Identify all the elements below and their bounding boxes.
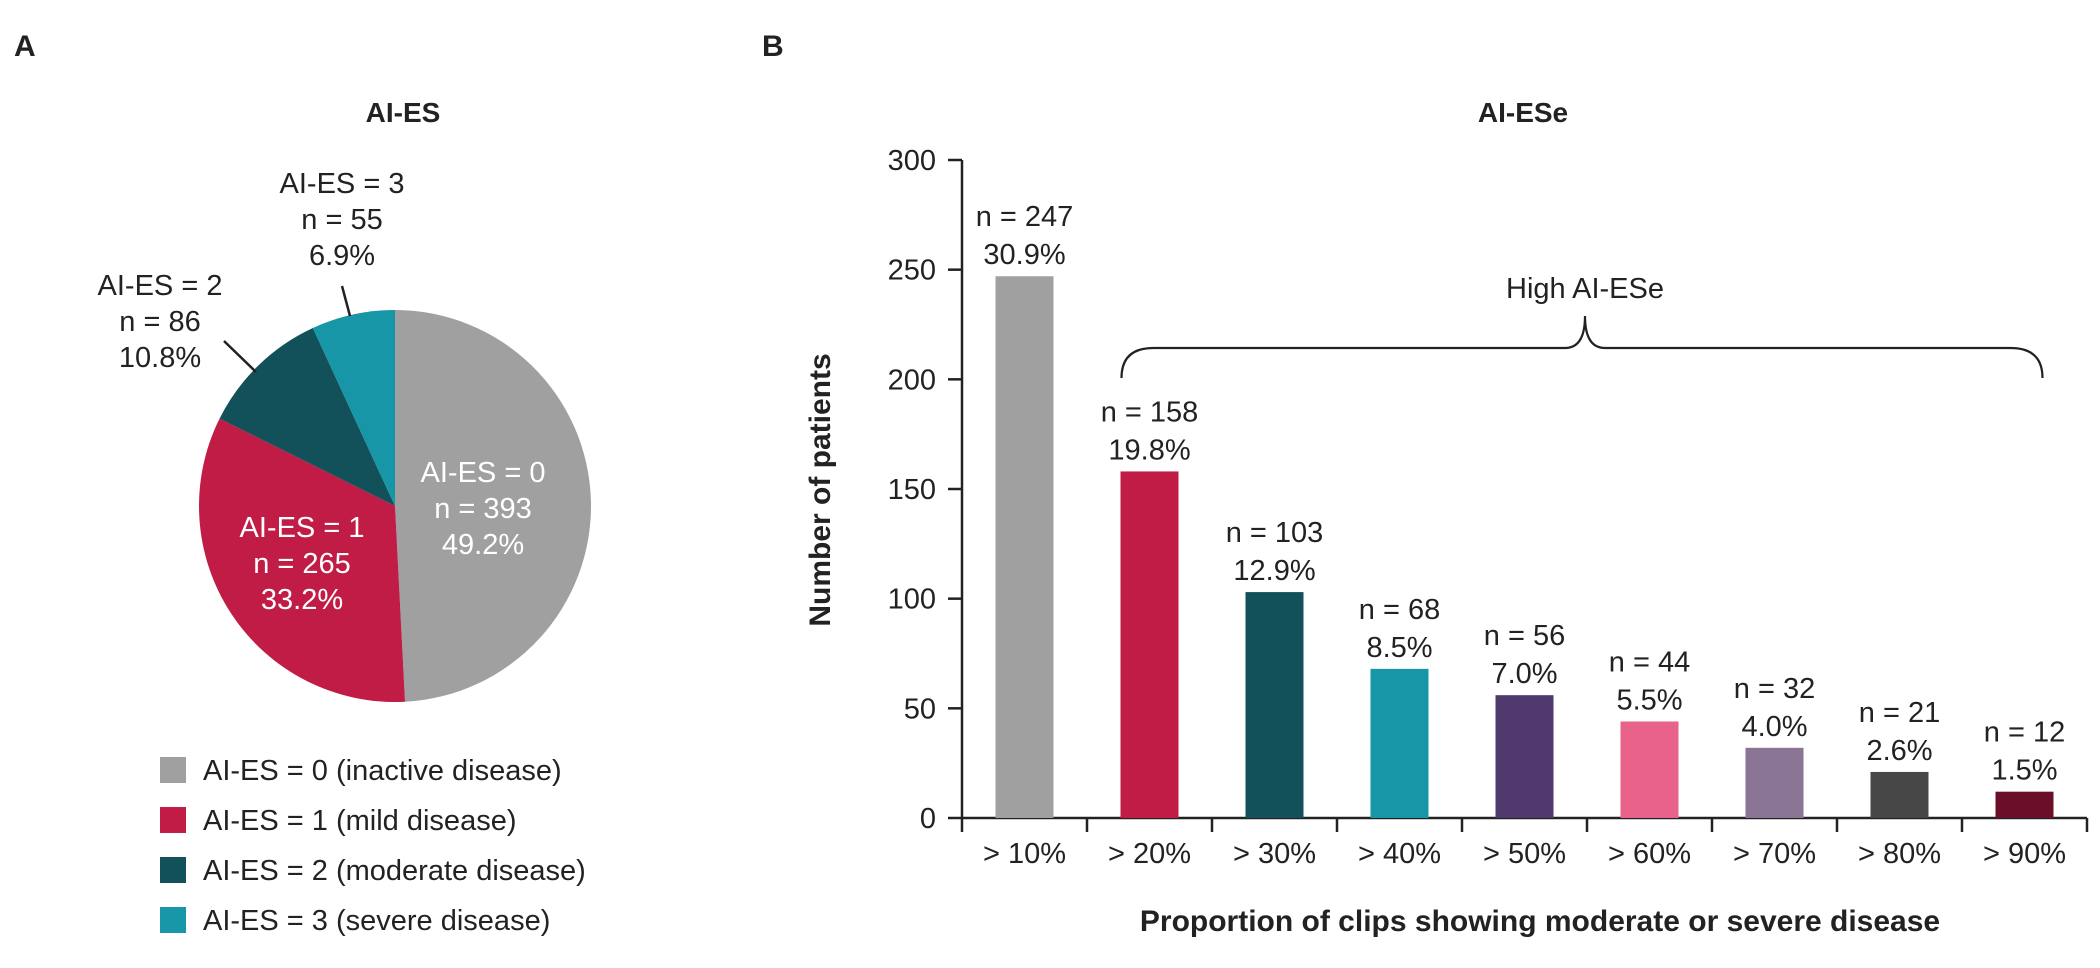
bar-title: AI-ESe [1478,97,1568,128]
bar-7 [1871,772,1929,818]
bar-n-label-7: n = 21 [1859,697,1940,729]
bar-pct-label-6: 4.0% [1741,711,1807,743]
legend-swatch-1 [160,807,186,833]
x-tick-label-6: > 70% [1733,838,1816,870]
bar-3 [1371,669,1429,818]
bar-chart: AI-ESe Number of patients Proportion of … [804,97,2087,938]
bar-n-label-1: n = 158 [1101,396,1199,428]
bar-pct-label-4: 7.0% [1491,658,1557,690]
y-tick-label-2: 100 [888,584,936,616]
pie-slice-1-n: n = 265 [253,548,351,580]
pie-slice-1-pct: 33.2% [261,584,343,616]
pie-slice-0-label: AI-ES = 0 [421,457,546,489]
pie-leader-line-3 [342,286,350,316]
pie-slice-3-n: n = 55 [301,204,382,236]
bar-n-label-6: n = 32 [1734,673,1815,705]
x-tick-label-7: > 80% [1858,838,1941,870]
legend-swatch-3 [160,907,186,933]
pie-slice-2-label: AI-ES = 2 [98,270,223,302]
x-tick-label-8: > 90% [1983,838,2066,870]
pie-slice-label-3: AI-ES = 3 n = 55 6.9% [280,168,405,272]
legend-label-0: AI-ES = 0 (inactive disease) [203,755,562,787]
bar-pct-label-0: 30.9% [983,239,1065,271]
panel-label-a: A [14,30,36,63]
bar-pct-label-7: 2.6% [1866,735,1932,767]
y-tick-label-6: 300 [888,145,936,177]
bar-n-label-5: n = 44 [1609,646,1690,678]
x-tick-label-4: > 50% [1483,838,1566,870]
x-tick-label-0: > 10% [983,838,1066,870]
x-tick-label-3: > 40% [1358,838,1441,870]
y-axis-label: Number of patients [804,353,837,626]
x-tick-label-1: > 20% [1108,838,1191,870]
legend-swatch-0 [160,757,186,783]
bar-n-label-2: n = 103 [1226,517,1324,549]
annotation-brace [1122,316,2043,378]
y-tick-label-4: 200 [888,364,936,396]
pie-slice-3-label: AI-ES = 3 [280,168,405,200]
pie-slice-0-n: n = 393 [434,493,532,525]
bar-pct-label-2: 12.9% [1233,555,1315,587]
panel-label-b: B [762,30,784,63]
pie-leader-line-2 [224,341,256,372]
bar-pct-label-8: 1.5% [1991,755,2057,787]
annotation-label: High AI-ESe [1506,273,1664,305]
pie-legend: AI-ES = 0 (inactive disease) AI-ES = 1 (m… [160,755,586,937]
bar-pct-label-3: 8.5% [1366,632,1432,664]
x-axis-label: Proportion of clips showing moderate or … [1140,905,1940,938]
bar-4 [1496,695,1554,818]
pie-slices [199,310,591,702]
bar-0 [996,276,1054,818]
pie-slice-1-label: AI-ES = 1 [240,512,365,544]
pie-slice-label-2: AI-ES = 2 n = 86 10.8% [98,270,223,374]
bar-n-label-4: n = 56 [1484,620,1565,652]
bar-n-label-0: n = 247 [976,201,1074,233]
y-tick-label-5: 250 [888,255,936,287]
bar-n-label-3: n = 68 [1359,594,1440,626]
x-tick-label-5: > 60% [1608,838,1691,870]
bar-6 [1746,748,1804,818]
bar-annotation: High AI-ESe [1122,273,2043,378]
legend-label-1: AI-ES = 1 (mild disease) [203,805,516,837]
y-tick-label-3: 150 [888,474,936,506]
bar-5 [1621,721,1679,818]
x-tick-label-2: > 30% [1233,838,1316,870]
pie-slice-0-pct: 49.2% [442,529,524,561]
pie-slice-2-pct: 10.8% [119,342,201,374]
bar-n-label-8: n = 12 [1984,717,2065,749]
pie-slice-3-pct: 6.9% [309,240,375,272]
bar-8 [1996,792,2054,818]
legend-label-3: AI-ES = 3 (severe disease) [203,905,550,937]
bar-pct-label-1: 19.8% [1108,434,1190,466]
bar-1 [1121,471,1179,818]
pie-chart: AI-ES AI-ES = 0 n = 393 49.2% AI-ES = 1 … [98,97,591,937]
legend-swatch-2 [160,857,186,883]
y-tick-label-0: 0 [920,803,936,835]
pie-title: AI-ES [366,97,441,128]
figure: A B AI-ES AI-ES = 0 n = 393 49.2% AI-ES … [0,0,2100,968]
pie-slice-2-n: n = 86 [119,306,200,338]
legend-label-2: AI-ES = 2 (moderate disease) [203,855,586,887]
y-tick-label-1: 50 [904,693,936,725]
bar-pct-label-5: 5.5% [1616,684,1682,716]
bar-2 [1246,592,1304,818]
